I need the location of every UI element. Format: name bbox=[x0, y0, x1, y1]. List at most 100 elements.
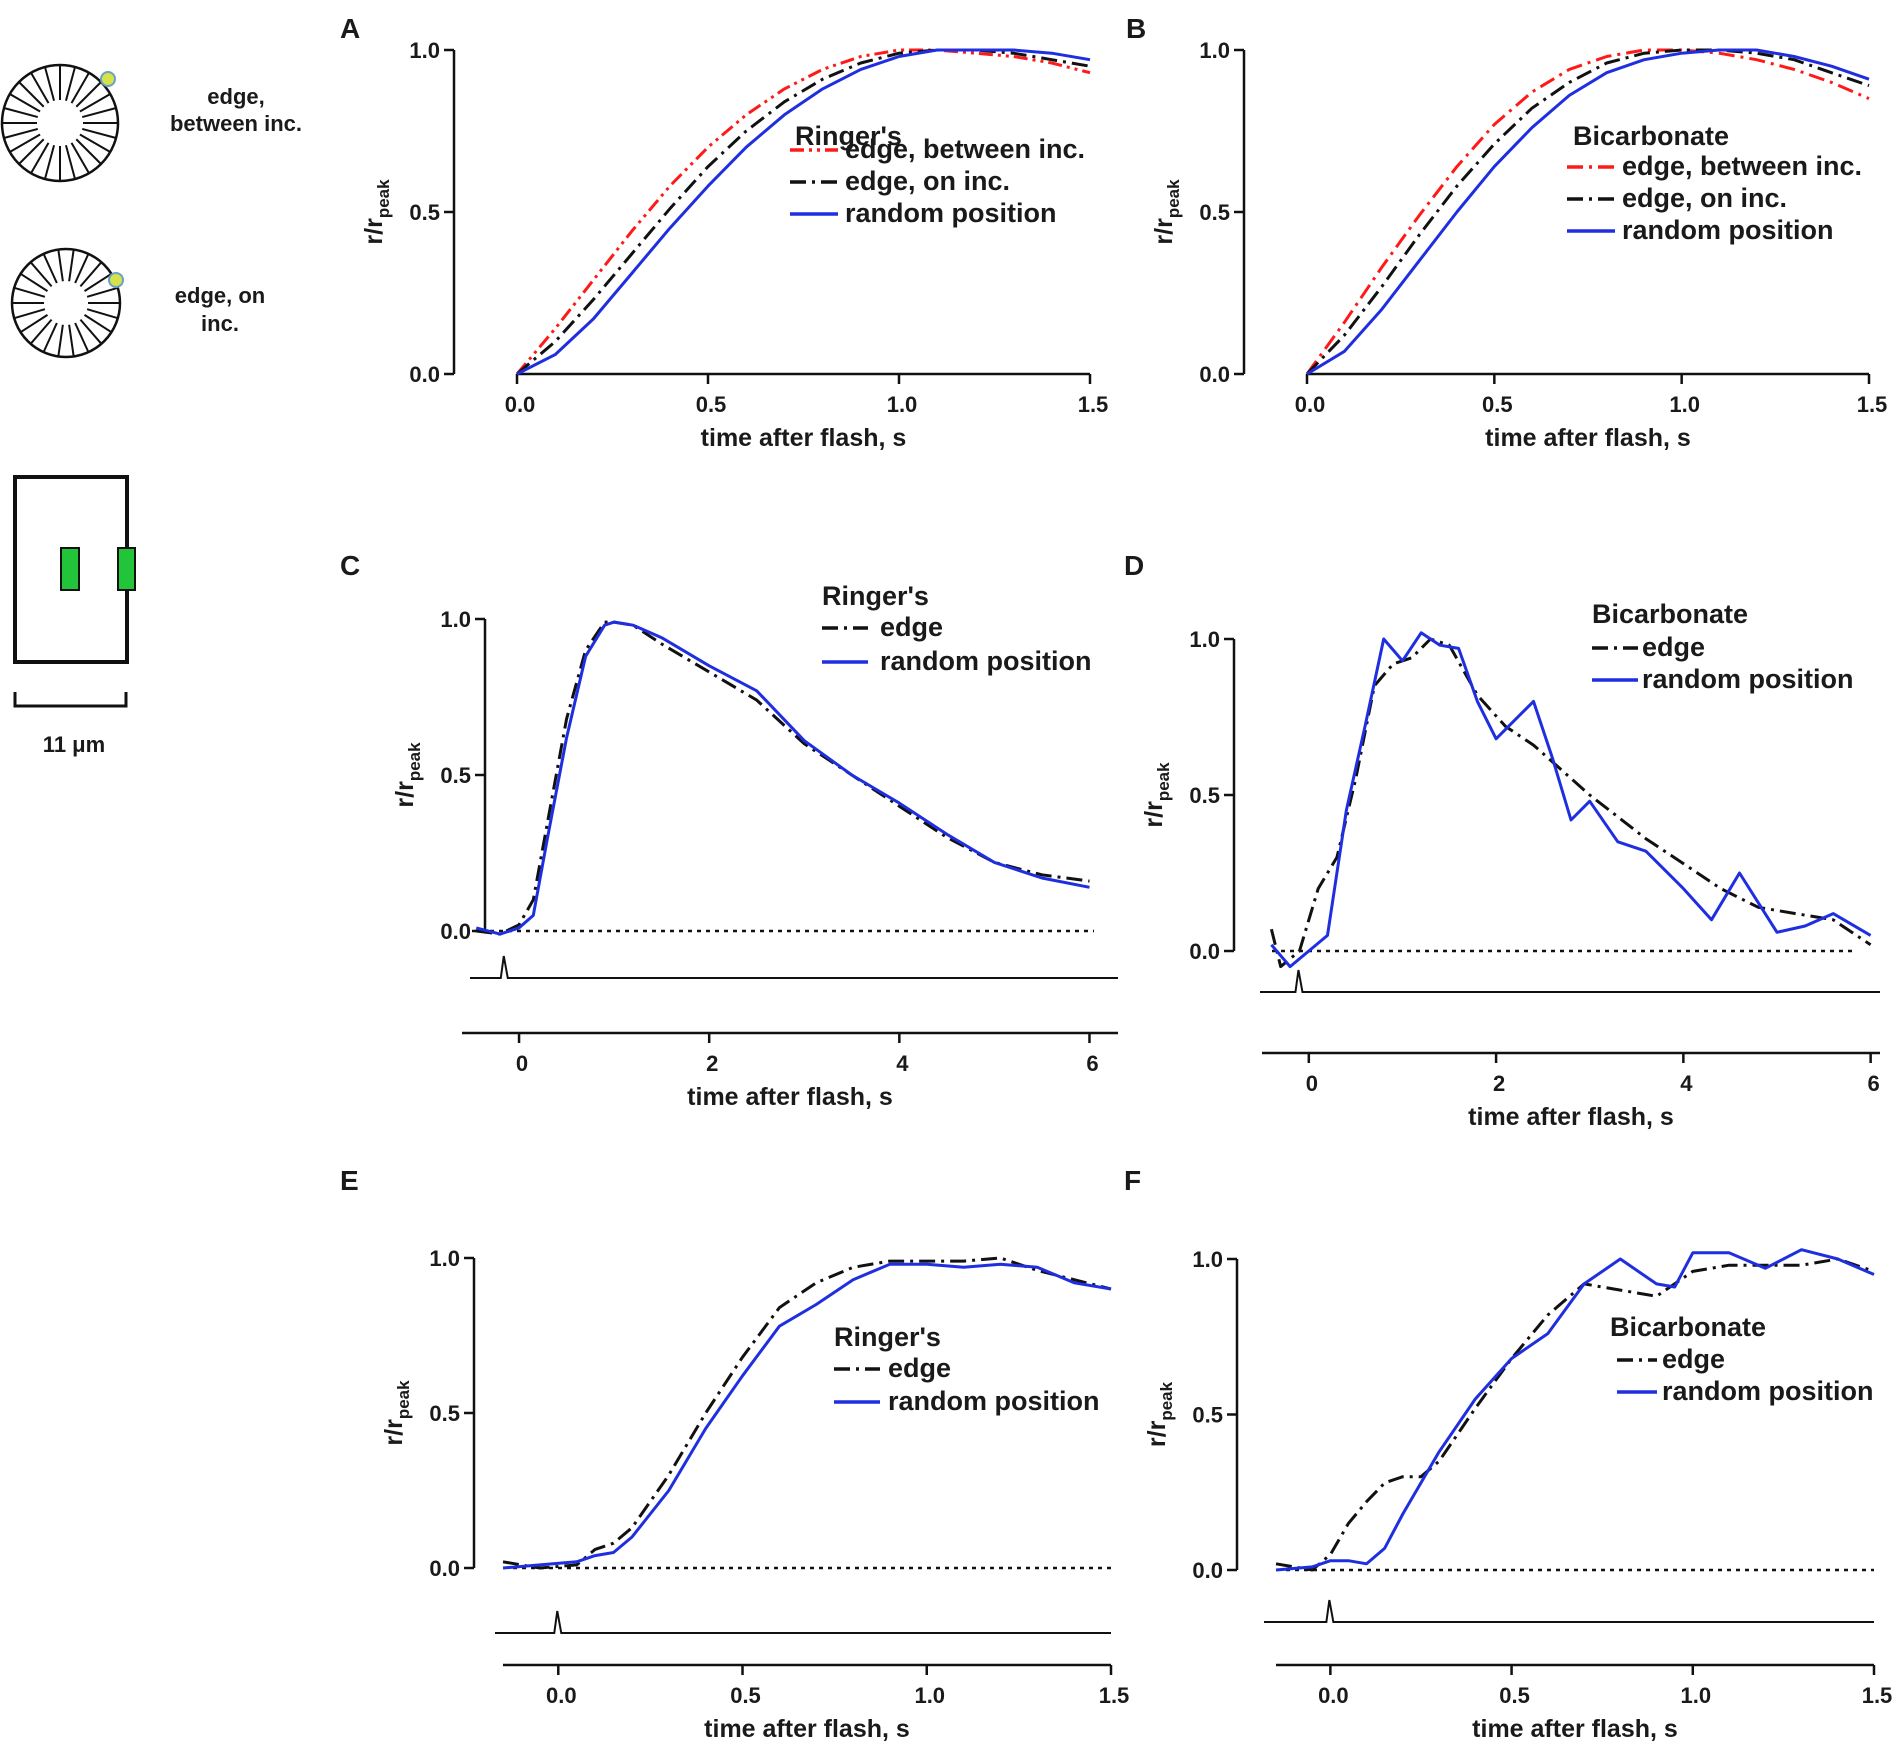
y-axis-label: r/rpeak bbox=[360, 179, 393, 245]
disc-incisure bbox=[68, 249, 75, 282]
y-axis-label: r/rpeak bbox=[391, 742, 424, 808]
stimulus-trace bbox=[1264, 1599, 1874, 1623]
disc-incisure bbox=[30, 72, 50, 104]
disc-incisure bbox=[29, 261, 53, 288]
x-tick-label: 4 bbox=[896, 1051, 909, 1076]
legend-entry: edge, between inc. bbox=[845, 134, 1085, 164]
legend-title: Ringer's bbox=[834, 1322, 941, 1352]
x-tick-label: 1.0 bbox=[914, 1683, 945, 1708]
x-tick-label: 0.0 bbox=[546, 1683, 577, 1708]
edge-on-label-1: edge, on bbox=[175, 283, 265, 308]
disc-incisure bbox=[79, 133, 111, 153]
flash-marker-between bbox=[100, 71, 116, 87]
series-line-blue bbox=[1306, 48, 1870, 376]
x-tick-label: 1.5 bbox=[1857, 392, 1888, 417]
x-tick-label: 2 bbox=[1493, 1071, 1505, 1096]
series-line-blue bbox=[516, 48, 1091, 376]
disc-incisure bbox=[86, 286, 119, 298]
disc-incisure bbox=[79, 93, 111, 113]
stimulus-trace bbox=[495, 1610, 1111, 1634]
x-axis-label: time after flash, s bbox=[1472, 1715, 1678, 1743]
disc-edge-on-diagram bbox=[10, 247, 122, 359]
legend-entry: random position bbox=[845, 198, 1057, 228]
series-line-blue bbox=[475, 620, 1090, 936]
y-tick-label: 0.0 bbox=[440, 919, 471, 944]
disc-incisure bbox=[57, 249, 64, 282]
y-axis-label: r/rpeak bbox=[1143, 1381, 1176, 1447]
series-line-black bbox=[516, 48, 1091, 376]
panel-d: D 0.0 0.5 1.0 0 2 4 6 time after flash, s r/rpeak… bbox=[1124, 550, 1880, 1131]
disc-incisure bbox=[70, 72, 90, 104]
panel-label-f: F bbox=[1124, 1165, 1141, 1196]
y-tick-label: 0.0 bbox=[429, 1556, 460, 1581]
y-axis-label-main: r/r bbox=[1143, 1420, 1171, 1447]
stimulus-trace bbox=[470, 955, 1118, 979]
disc-incisure bbox=[57, 324, 64, 357]
y-tick-label: 0.0 bbox=[409, 362, 440, 387]
y-axis-label-main: r/r bbox=[360, 218, 388, 245]
stimulus-trace bbox=[1260, 969, 1880, 993]
y-tick-label: 0.5 bbox=[409, 200, 440, 225]
disc-incisure bbox=[30, 142, 50, 174]
x-tick-label: 1.0 bbox=[1680, 1683, 1711, 1708]
disc-incisure bbox=[29, 318, 53, 345]
panel-label-a: A bbox=[340, 13, 360, 44]
y-tick-label: 0.5 bbox=[1199, 200, 1230, 225]
y-axis-label-sub: peak bbox=[374, 179, 393, 218]
series-line-black bbox=[1305, 48, 1870, 376]
x-tick-label: 0.5 bbox=[730, 1683, 761, 1708]
disc-edge-between-diagram bbox=[0, 63, 120, 183]
x-tick-label: 1.5 bbox=[1078, 392, 1109, 417]
edge-between-label-1: edge, bbox=[207, 84, 264, 109]
legend-entry: edge bbox=[1642, 632, 1705, 662]
disc-incisure bbox=[75, 138, 102, 165]
disc-incisure bbox=[3, 107, 39, 119]
legend-entry: edge, on inc. bbox=[1622, 183, 1787, 213]
disc-incisure bbox=[86, 308, 119, 320]
panel-e: E 0.0 0.5 1.0 0.0 0.5 1.0 1.5 time after flash, … bbox=[340, 1165, 1129, 1743]
series-line-red bbox=[515, 48, 1091, 375]
y-axis-label-main: r/r bbox=[380, 1419, 408, 1446]
legend-entry: random position bbox=[1642, 664, 1854, 694]
y-axis-label-sub: peak bbox=[1164, 179, 1183, 218]
edge-between-label-2: between inc. bbox=[170, 111, 302, 136]
scale-bar-label: 11 μm bbox=[43, 732, 105, 757]
series-line-blue bbox=[1275, 1248, 1875, 1572]
x-tick-label: 1.5 bbox=[1862, 1683, 1893, 1708]
disc-incisure bbox=[20, 272, 49, 292]
disc-incisure bbox=[74, 322, 90, 353]
series-line-blue bbox=[1270, 631, 1872, 969]
legend-title: Bicarbonate bbox=[1610, 1312, 1766, 1342]
legend-title: Bicarbonate bbox=[1592, 599, 1748, 629]
x-axis-label: time after flash, s bbox=[704, 1715, 910, 1743]
disc-incisure bbox=[44, 144, 56, 180]
x-tick-label: 6 bbox=[1086, 1051, 1098, 1076]
x-tick-label: 0.5 bbox=[1482, 392, 1513, 417]
x-axis-label: time after flash, s bbox=[1485, 424, 1691, 452]
y-axis-label: r/rpeak bbox=[380, 1380, 413, 1446]
x-tick-label: 2 bbox=[706, 1051, 718, 1076]
disc-incisure bbox=[13, 308, 46, 320]
x-tick-label: 0.0 bbox=[1295, 392, 1326, 417]
panel-a: A 0.0 0.5 1.0 0.0 0.5 1.0 1.5 time after flash, … bbox=[340, 13, 1108, 452]
y-tick-label: 1.0 bbox=[440, 607, 471, 632]
x-tick-label: 1.0 bbox=[1669, 392, 1700, 417]
flash-marker-on bbox=[108, 272, 124, 288]
legend-entry: random position bbox=[1662, 1376, 1874, 1406]
y-tick-label: 1.0 bbox=[1192, 1247, 1223, 1272]
disc-incisure bbox=[68, 324, 75, 357]
disc-incisure bbox=[42, 322, 58, 353]
legend-entry: edge, on inc. bbox=[845, 166, 1010, 196]
series-line-black bbox=[502, 1256, 1112, 1570]
legend-title: Ringer's bbox=[795, 121, 902, 151]
x-tick-label: 1.5 bbox=[1099, 1683, 1130, 1708]
y-tick-label: 0.0 bbox=[1189, 939, 1220, 964]
panel-f: F 0.0 0.5 1.0 0.0 0.5 1.0 1.5 time after flash, … bbox=[1124, 1165, 1892, 1743]
y-tick-label: 1.0 bbox=[429, 1246, 460, 1271]
y-tick-label: 0.0 bbox=[1199, 362, 1230, 387]
x-tick-label: 0.0 bbox=[505, 392, 536, 417]
legend-title: Bicarbonate bbox=[1573, 121, 1729, 151]
x-tick-label: 0.5 bbox=[696, 392, 727, 417]
y-axis-label-main: r/r bbox=[1140, 801, 1168, 828]
